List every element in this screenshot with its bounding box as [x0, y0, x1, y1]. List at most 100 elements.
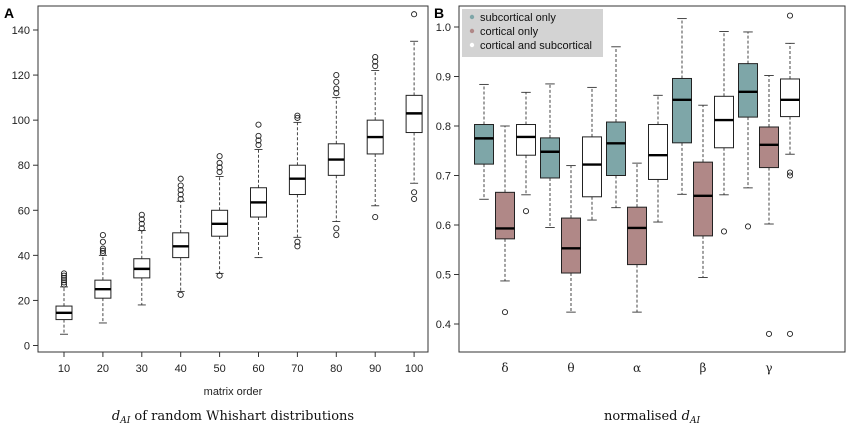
panel-a-40-outlier-5	[177, 175, 184, 182]
panel-a-40-outlier-4	[177, 182, 184, 189]
panel-a-30-outlier-0	[138, 225, 145, 232]
panel-a-80-outlier-0	[333, 232, 340, 239]
panel-a-40-outlier-2	[177, 191, 184, 198]
panel-b-caption-d: d	[682, 409, 690, 424]
panel-a-y-tick-label-3: 60	[18, 205, 30, 217]
panel-b-subcortical-2-box	[606, 121, 626, 176]
panel-a-50-outlier-1	[216, 168, 223, 176]
panel-b-y-tick-label-3: 0.7	[436, 171, 451, 183]
panel-a-60-outlier-3	[255, 121, 262, 128]
panel-b-y-tick-label-1: 0.5	[436, 270, 451, 282]
panel-a-30-outlier-1	[138, 220, 145, 227]
panel-a-box-group-2	[133, 211, 151, 306]
panel-a-y-tick-label-0: 0	[24, 341, 30, 353]
panel-a-40-outlier-3	[177, 186, 184, 194]
panel-a-y-tick-label-5: 100	[12, 115, 30, 127]
panel-a-x-tick-label-1: 20	[97, 363, 109, 375]
legend-label-both: cortical and subcortical	[480, 40, 592, 52]
panel-a-x-tick-label-9: 100	[405, 363, 423, 375]
panel-b-y-tick-label-0: 0.4	[436, 319, 451, 331]
panel-a-80-outlier-3	[333, 85, 340, 92]
panel-a-70-outlier-2	[294, 114, 301, 121]
panel-b-both-3-box	[714, 95, 734, 149]
panel-a-20-outlier-3	[99, 238, 106, 245]
panel-a-80-outlier-4	[333, 78, 340, 85]
panel-a-box-group-8	[366, 53, 384, 221]
panel-b: B 0.4 0.5 0.6 0.7 0.8 0.9 1.0 δ θ α β γ subcortica…	[434, 5, 846, 426]
panel-a-x-label: matrix order	[204, 386, 263, 398]
panel-a-caption-sub: AI	[119, 416, 130, 426]
panel-b-cortical-0-box	[495, 191, 515, 240]
panel-a-90-outlier-1	[372, 63, 379, 70]
panel-a-y-axis: 0 20 40 60 80 100 120 140	[12, 25, 38, 353]
panel-a-frame	[37, 5, 429, 353]
panel-b-both-2-box	[648, 124, 668, 180]
panel-a-y-tick-label-4: 80	[18, 160, 30, 172]
panel-a-x-tick-label-8: 90	[369, 363, 381, 375]
panel-b-x-tick-label-1: θ	[567, 361, 574, 375]
panel-a-x-tick-label-2: 30	[136, 363, 148, 375]
panel-b-cortical-2-box	[627, 206, 647, 266]
panel-b-box-group-0	[474, 83, 536, 316]
panel-a-80-outlier-2	[333, 90, 340, 97]
panel-b-box-group-2	[606, 46, 668, 313]
panel-a-box-group-3	[172, 175, 190, 298]
panel-a-100-outlier-1	[411, 189, 418, 196]
panel-b-box-group-4	[738, 12, 800, 337]
panel-b-y-tick-label-4: 0.8	[436, 121, 451, 133]
panel-b-box-group-3	[672, 18, 734, 278]
panel-b-boxes	[474, 12, 800, 337]
panel-b-both-3-outlier-0	[720, 228, 728, 235]
panel-a-x-tick-label-4: 50	[213, 363, 225, 375]
panel-a-10-outlier-2	[60, 277, 68, 284]
panel-a-x-tick-label-7: 80	[330, 363, 342, 375]
panel-b-frame	[458, 5, 846, 353]
panel-a-80-outlier-5	[333, 72, 340, 79]
panel-b-cortical-4-box	[759, 126, 779, 169]
panel-a-boxes	[55, 11, 423, 335]
panel-a-50-outlier-3	[216, 159, 223, 167]
legend-label-subcortical: subcortical only	[480, 12, 556, 24]
panel-a-60-outlier-2	[255, 132, 262, 139]
panel-b-both-4-outlier-0	[786, 172, 794, 179]
panel-a-20-outlier-1	[99, 247, 106, 254]
panel-a-10-outlier-0	[60, 281, 68, 288]
panel-a-60-outlier-0	[255, 141, 262, 148]
panel-a-y-tick-label-7: 140	[12, 25, 30, 37]
panel-b-subcortical-4-box	[738, 63, 758, 118]
panel-b-cortical-0-outlier-0	[501, 309, 509, 316]
panel-b-both-4-outlier-1	[786, 169, 794, 176]
panel-b-caption-sub: AI	[689, 416, 700, 426]
panel-b-subcortical-3-box	[672, 77, 692, 144]
panel-a-caption-rest: of random Whishart distributions	[130, 409, 354, 424]
panel-b-label: B	[434, 5, 444, 21]
panel-a-20-outlier-0	[99, 250, 106, 257]
panel-b-both-0-box	[516, 124, 536, 156]
panel-a-box-group-0	[55, 270, 73, 335]
panel-b-x-tick-label-4: γ	[765, 361, 772, 375]
panel-a-30-outlier-3	[138, 211, 145, 218]
panel-b-both-4-outlier-2	[786, 330, 794, 337]
panel-b-x-tick-label-0: δ	[501, 361, 508, 375]
panel-a-40-outlier-1	[177, 195, 184, 203]
panel-a-caption-d: d	[112, 409, 120, 424]
panel-b-both-4-outlier-3	[786, 12, 794, 19]
panel-a-x-tick-label-0: 10	[58, 363, 70, 375]
panel-a-10-outlier-5	[60, 270, 68, 277]
panel-a-40-outlier-0	[177, 291, 184, 298]
panel-b-caption: normalised dAI	[604, 409, 700, 426]
panel-b-both-0-outlier-0	[522, 208, 530, 215]
panel-b-legend: subcortical only cortical only cortical …	[462, 9, 603, 57]
panel-a-100-outlier-2	[411, 11, 418, 18]
panel-a-50-outlier-2	[216, 164, 223, 171]
panel-a-box-group-1	[94, 232, 112, 324]
panel-a-70-outlier-0	[294, 243, 301, 250]
legend-marker-subcortical	[469, 14, 475, 20]
panel-b-cortical-3-box	[693, 161, 713, 237]
panel-a-70-outlier-3	[294, 112, 301, 119]
panel-a-label: A	[4, 5, 14, 21]
legend-marker-both	[469, 42, 475, 48]
panel-a-box-group-6	[288, 112, 306, 250]
